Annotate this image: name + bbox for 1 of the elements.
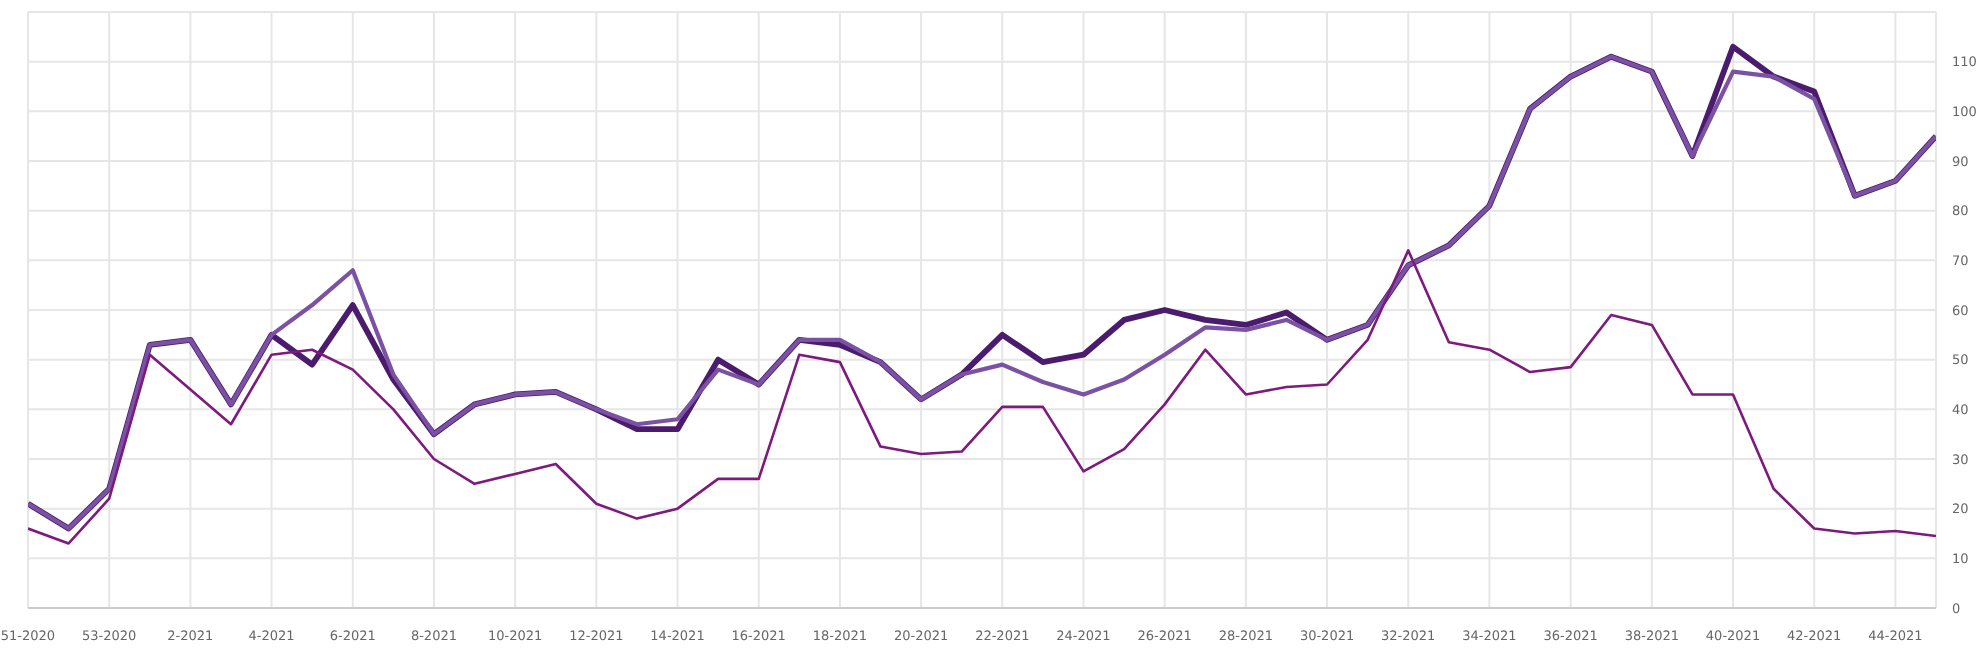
line-series — [28, 249, 1936, 545]
